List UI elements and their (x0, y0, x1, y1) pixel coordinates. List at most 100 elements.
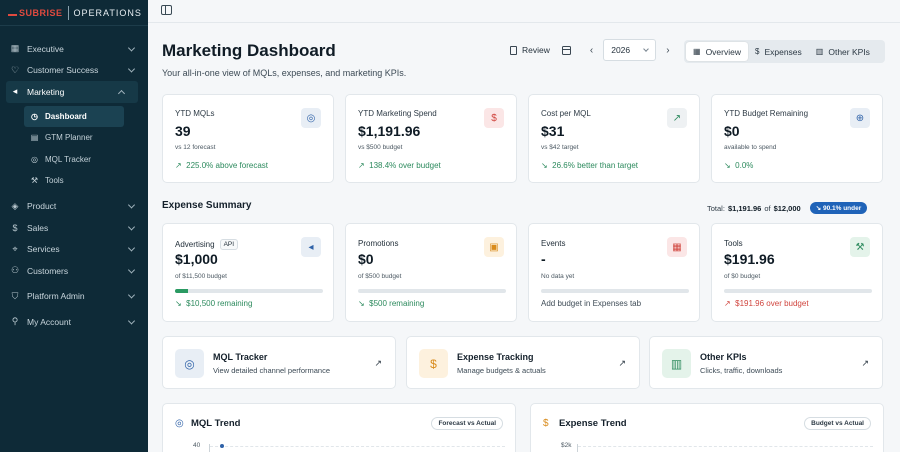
expense-total: Total: $1,191.96 of $12,000 ↘ 90.1% unde… (707, 202, 868, 214)
expense-value: $191.96 (724, 251, 775, 267)
trend-up-icon: ↗ (724, 299, 731, 308)
sidebar-item-label: My Account (27, 316, 71, 327)
progress-bar (724, 289, 872, 293)
calendar-icon: ▦ (667, 237, 687, 257)
expense-label: Events (541, 239, 566, 248)
expense-note: No data yet (541, 273, 575, 280)
expense-foot: ↗ $191.96 over budget (724, 299, 809, 308)
chart-title: Expense Trend (559, 418, 627, 429)
sidebar-item-customer-success[interactable]: ♡ Customer Success (0, 60, 148, 82)
progress-bar (541, 289, 689, 293)
sidebar-item-my-account[interactable]: ⚲ My Account (0, 311, 148, 333)
review-label: Review (522, 45, 550, 55)
brand-name: SUBRISE (19, 7, 63, 18)
clock-icon: ◷ (31, 111, 38, 121)
sidebar-subitem-gtm-planner[interactable]: ▤ GTM Planner (24, 127, 124, 149)
year-select[interactable]: 2026 (603, 39, 657, 61)
tab-label: Overview (705, 46, 741, 57)
brand-logo[interactable]: SUBRISE OPERATIONS (0, 0, 148, 26)
tab-overview[interactable]: ▦ Overview (686, 42, 748, 61)
expense-label-row: Advertising API (175, 239, 239, 250)
layers-icon: ◈ (11, 200, 19, 211)
top-divider (148, 22, 900, 23)
arrow-up-right-icon: ↗ (618, 358, 626, 368)
expense-foot-text: $10,500 remaining (186, 299, 253, 308)
link-card-expense-tracking[interactable]: $ Expense Tracking Manage budgets & actu… (406, 336, 640, 389)
chevron-down-icon (127, 44, 136, 52)
kpi-trend: ↗ 225.0% above forecast (175, 161, 268, 170)
sidebar-item-customers[interactable]: ⚇ Customers (0, 260, 148, 282)
sidebar-item-executive[interactable]: ▦ Executive (0, 38, 148, 60)
users-icon: ⚇ (10, 265, 20, 276)
next-year-icon[interactable]: › (666, 44, 670, 56)
review-button[interactable]: Review (510, 45, 550, 55)
chevron-down-icon (127, 317, 136, 325)
brand-suffix: OPERATIONS (73, 7, 142, 18)
trend-down-icon: ↘ (358, 299, 365, 308)
progress-fill (175, 289, 188, 293)
chart-tag[interactable]: Forecast vs Actual (431, 417, 503, 430)
kpi-card-cost-per-mql: Cost per MQL $31 vs $42 target ↘ 26.6% b… (528, 94, 700, 183)
expense-value: $0 (358, 251, 374, 267)
sidebar-subitem-label: GTM Planner (45, 133, 93, 143)
kpi-note: vs $500 budget (358, 144, 403, 151)
expense-label-row: Promotions (358, 239, 398, 248)
sidebar-item-platform-admin[interactable]: ⛉ Platform Admin (0, 286, 148, 308)
link-title: MQL Tracker (213, 352, 268, 362)
sidebar-toggle-icon[interactable] (161, 5, 172, 15)
expense-card-advertising: Advertising API $1,000 of $11,500 budget … (162, 223, 334, 322)
kpi-value: $1,191.96 (358, 123, 421, 139)
expense-foot: ↘ $10,500 remaining (175, 299, 252, 308)
kpi-trend-text: 225.0% above forecast (186, 161, 268, 170)
logo-mark-icon (8, 9, 17, 16)
link-subtitle: View detailed channel performance (213, 366, 331, 375)
sidebar-subitem-tools[interactable]: ⚒ Tools (24, 170, 124, 192)
expense-note: of $11,500 budget (175, 273, 227, 280)
link-subtitle: Manage budgets & actuals (457, 366, 546, 375)
expense-card-promotions: Promotions $0 of $500 budget ↘ $500 rema… (345, 223, 517, 322)
kpi-label: Cost per MQL (541, 109, 591, 118)
kpi-card-budget-remaining: YTD Budget Remaining $0 available to spe… (711, 94, 883, 183)
link-title: Expense Tracking (457, 352, 534, 362)
kpi-trend-text: 26.6% better than target (552, 161, 638, 170)
arrow-up-right-icon: ↗ (861, 358, 869, 368)
kpi-value: $31 (541, 123, 565, 139)
sidebar-item-product[interactable]: ◈ Product (0, 196, 148, 218)
prev-year-icon[interactable]: ‹ (589, 44, 594, 56)
sidebar-item-label: Sales (27, 222, 49, 233)
sidebar-subitem-dashboard[interactable]: ◷ Dashboard (24, 105, 124, 127)
chevron-down-icon (127, 201, 136, 209)
link-card-mql-tracker[interactable]: ◎ MQL Tracker View detailed channel perf… (162, 336, 396, 389)
expense-foot-text: $500 remaining (369, 299, 425, 308)
tab-other-kpis[interactable]: ▥ Other KPIs (809, 42, 877, 61)
chart-title: MQL Trend (191, 418, 241, 429)
sidebar-item-services[interactable]: ⌖ Services (0, 239, 148, 261)
progress-bar (358, 289, 506, 293)
link-subtitle: Clicks, traffic, downloads (700, 366, 783, 375)
total-label: Total: (707, 203, 725, 213)
status-badge: ↘ 90.1% under (809, 202, 868, 214)
gift-icon: ▣ (484, 237, 504, 257)
link-card-other-kpis[interactable]: ▥ Other KPIs Clicks, traffic, downloads … (649, 336, 883, 389)
sidebar-subitem-label: Tools (45, 176, 64, 186)
tab-label: Expenses (764, 46, 802, 57)
calendar-icon[interactable] (561, 45, 571, 55)
megaphone-icon: ◂ (301, 237, 321, 257)
tab-expenses[interactable]: $ Expenses (748, 42, 809, 61)
kpi-trend: ↘ 26.6% better than target (541, 161, 638, 170)
chart-tag[interactable]: Budget vs Actual (804, 417, 871, 430)
target-icon: ◎ (31, 154, 38, 164)
kpi-card-ytd-mqls: YTD MQLs 39 vs 12 forecast ↗ 225.0% abov… (162, 94, 334, 183)
arrow-up-right-icon: ↗ (374, 358, 382, 368)
link-title: Other KPIs (700, 352, 747, 362)
y-tick-label: 40 (193, 442, 201, 449)
sidebar-item-sales[interactable]: $ Sales (0, 217, 148, 239)
sidebar-subitem-mql-tracker[interactable]: ◎ MQL Tracker (24, 149, 124, 171)
trend-up-icon: ↗ (175, 161, 182, 170)
sidebar-item-marketing[interactable]: ◂ Marketing (6, 81, 138, 103)
kpi-note: available to spend (724, 144, 777, 151)
chevron-down-icon (127, 65, 136, 73)
expense-value: $1,000 (175, 251, 218, 267)
kpi-label: YTD Marketing Spend (358, 109, 437, 118)
dollar-icon: $ (543, 418, 549, 429)
